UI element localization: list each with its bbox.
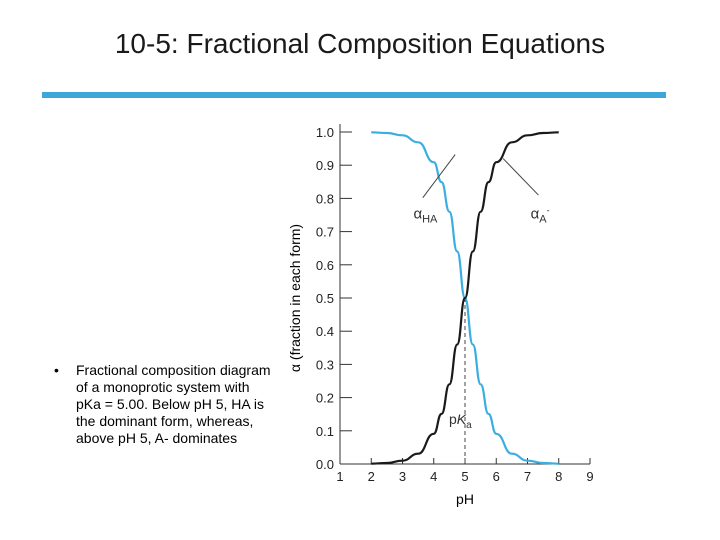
bullet-marker: • xyxy=(54,362,59,378)
pka-label: pKa xyxy=(449,411,472,431)
x-tick-label: 6 xyxy=(493,469,500,484)
bullet-text: Fractional composition diagram of a mono… xyxy=(76,362,271,446)
y-tick-label: 0.6 xyxy=(316,258,334,273)
y-tick-label: 0.4 xyxy=(316,324,334,339)
y-tick-label: 0.2 xyxy=(316,391,334,406)
slide-title: 10-5: Fractional Composition Equations xyxy=(114,28,606,59)
alpha-a-leader xyxy=(502,158,539,196)
x-tick-label: 4 xyxy=(430,469,437,484)
y-tick-label: 0.1 xyxy=(316,424,334,439)
y-ticks: 0.0 0.1 0.2 0.3 0.4 0.5 0.6 0.7 0.8 0.9 1.0 xyxy=(316,125,352,472)
y-tick-label: 0.8 xyxy=(316,191,334,206)
alpha-ha-leader xyxy=(422,154,456,199)
x-tick-label: 3 xyxy=(399,469,406,484)
x-axis-label: pH xyxy=(456,491,474,507)
x-tick-label: 8 xyxy=(555,469,562,484)
series-lines xyxy=(371,131,559,465)
chart-annotations: αHA αA-pKa xyxy=(413,154,550,431)
y-tick-label: 0.9 xyxy=(316,158,334,173)
x-tick-label: 1 xyxy=(336,469,343,484)
x-tick-label: 7 xyxy=(524,469,531,484)
y-axis-label: α (fraction in each form) xyxy=(287,224,303,372)
fractional-composition-chart: 0.0 0.1 0.2 0.3 0.4 0.5 0.6 0.7 0.8 0.9 1.0 1 2 3 4 5 6… xyxy=(287,124,594,507)
alpha-a-curve xyxy=(371,131,559,465)
alpha-ha-label: αHA xyxy=(413,205,438,225)
y-tick-label: 0.3 xyxy=(316,357,334,372)
alpha-a-label: αA- xyxy=(531,205,550,225)
y-tick-label: 0.7 xyxy=(316,225,334,240)
y-tick-label: 0.0 xyxy=(316,457,334,472)
x-tick-label: 2 xyxy=(368,469,375,484)
x-ticks: 1 2 3 4 5 6 7 8 9 xyxy=(336,458,594,484)
y-tick-label: 1.0 xyxy=(316,125,334,140)
x-tick-label: 5 xyxy=(461,469,468,484)
title-divider xyxy=(42,92,666,98)
y-tick-label: 0.5 xyxy=(316,291,334,306)
x-tick-label: 9 xyxy=(586,469,593,484)
